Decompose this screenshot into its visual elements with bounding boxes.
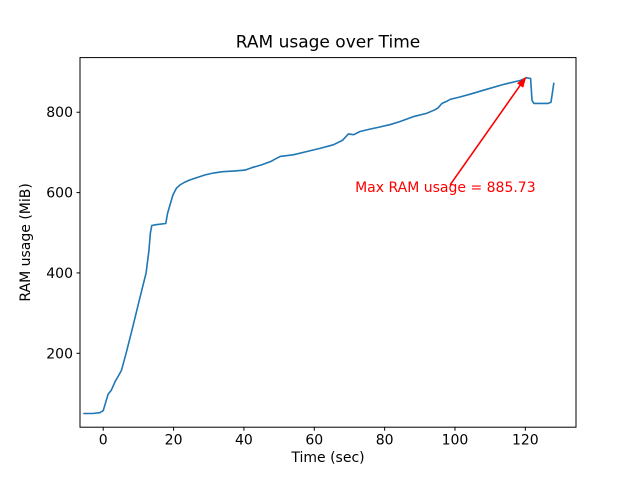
y-axis-label: RAM usage (MiB) — [18, 183, 34, 301]
x-tick-label: 80 — [376, 433, 394, 449]
x-axis-ticks: 0 20 40 60 80 100 120 — [99, 427, 539, 449]
annotation-arrow-shaft — [449, 83, 522, 186]
annotation-arrowhead — [517, 76, 527, 88]
chart-title: RAM usage over Time — [236, 33, 420, 53]
y-tick-label: 400 — [46, 266, 73, 282]
y-tick-label: 200 — [46, 346, 73, 362]
y-tick-label: 800 — [46, 105, 73, 121]
y-axis-ticks: 200 400 600 800 — [46, 105, 80, 362]
series-group — [83, 77, 555, 415]
x-tick-label: 40 — [235, 433, 253, 449]
annotation-group — [449, 76, 527, 186]
axes-border — [79, 57, 577, 428]
x-tick-label: 120 — [512, 433, 539, 449]
x-tick-label: 0 — [99, 433, 108, 449]
max-annotation-label: Max RAM usage = 885.73 — [355, 180, 536, 196]
x-tick-label: 60 — [305, 433, 323, 449]
x-tick-label: 20 — [165, 433, 183, 449]
x-tick-label: 100 — [442, 433, 469, 449]
y-tick-label: 600 — [46, 186, 73, 202]
x-axis-label: Time (sec) — [290, 450, 364, 466]
ram-usage-line — [83, 77, 555, 415]
